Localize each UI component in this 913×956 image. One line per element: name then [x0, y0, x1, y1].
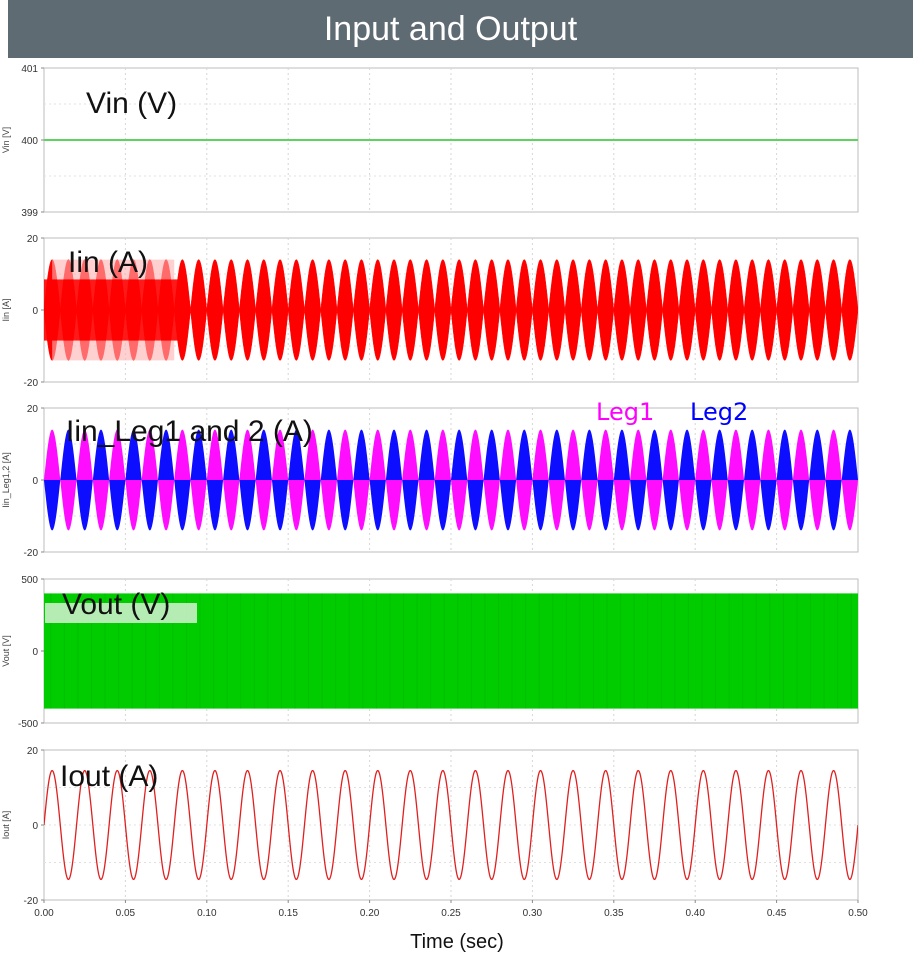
- y-tick-label: 0: [32, 647, 38, 658]
- x-tick-label: 0.35: [604, 908, 624, 919]
- x-tick-label: 0.45: [767, 908, 787, 919]
- x-tick-label: 0.30: [523, 908, 543, 919]
- panel-4: 500 0 -500 Vout [V] Vout (V): [1, 575, 859, 730]
- y-tick-label: 20: [27, 404, 39, 415]
- series-area-iin: [44, 259, 858, 361]
- series-startup-band: [44, 279, 183, 341]
- panel-3: 20 0 -20 Iin_Leg1,2 [A] Iin_Leg1 and 2 (A) Le…: [1, 398, 859, 559]
- panel-1: 401 400 399 Vin [V] Vin (V): [1, 64, 859, 219]
- series-startup-fade-top: [52, 259, 175, 280]
- x-tick-label: 0.40: [685, 908, 705, 919]
- x-axis-label: Time (sec): [410, 931, 504, 953]
- y-tick-label: 20: [27, 234, 39, 245]
- x-tick-label: 0.10: [197, 908, 217, 919]
- legend-entry-leg1: Leg1: [596, 398, 654, 426]
- x-tick-label: 0.00: [34, 908, 54, 919]
- y-tick-label: -500: [18, 719, 38, 730]
- x-tick-label: 0.05: [116, 908, 136, 919]
- y-tick-label: 399: [21, 208, 38, 219]
- x-tick-label: 0.50: [848, 908, 868, 919]
- x-tick-label: 0.25: [441, 908, 461, 919]
- x-tick-label: 0.15: [278, 908, 298, 919]
- y-axis-label: Vout [V]: [1, 635, 11, 667]
- y-axis-label: Iout [A]: [1, 811, 11, 840]
- y-axis-label: Iin_Leg1,2 [A]: [1, 452, 11, 508]
- y-tick-label: 0: [32, 476, 38, 487]
- figure-title: Input and Output: [323, 10, 578, 48]
- y-tick-label: 0: [32, 306, 38, 317]
- panel-label: Iin (A): [68, 246, 148, 279]
- panel-2: 20 0 -20 Iin [A] Iin (A): [1, 234, 859, 389]
- y-axis-label: Iin [A]: [1, 298, 11, 321]
- y-tick-label: 400: [21, 136, 38, 147]
- y-axis-label: Vin [V]: [1, 127, 11, 153]
- traces: [44, 429, 858, 531]
- x-tick-label: 0.20: [360, 908, 380, 919]
- panel-label: Iout (A): [60, 760, 158, 793]
- y-tick-label: 0: [32, 821, 38, 832]
- y-tick-label: 20: [27, 746, 39, 757]
- panel-label: Iin_Leg1 and 2 (A): [66, 415, 313, 448]
- y-tick-label: -20: [24, 896, 39, 907]
- y-tick-label: 500: [21, 575, 38, 586]
- traces: [44, 769, 858, 881]
- traces: [44, 259, 858, 361]
- series-area-leg2: [44, 429, 858, 531]
- legend-entry-leg2: Leg2: [690, 398, 748, 426]
- y-tick-label: 401: [21, 64, 38, 75]
- label-highlight: [45, 603, 197, 623]
- panel-label: Vout (V): [62, 588, 170, 621]
- figure-title-bar: Input and Output: [8, 0, 913, 58]
- panel-label: Vin (V): [86, 87, 177, 120]
- series-line-iout: [44, 769, 858, 881]
- y-tick-label: -20: [24, 548, 39, 559]
- y-tick-label: -20: [24, 378, 39, 389]
- series-startup-fade-bottom: [52, 340, 175, 361]
- panel-5: 20 0 -20 Iout [A] Iout (A) 0.00 0.05 0.10 0.15 0.…: [1, 746, 868, 953]
